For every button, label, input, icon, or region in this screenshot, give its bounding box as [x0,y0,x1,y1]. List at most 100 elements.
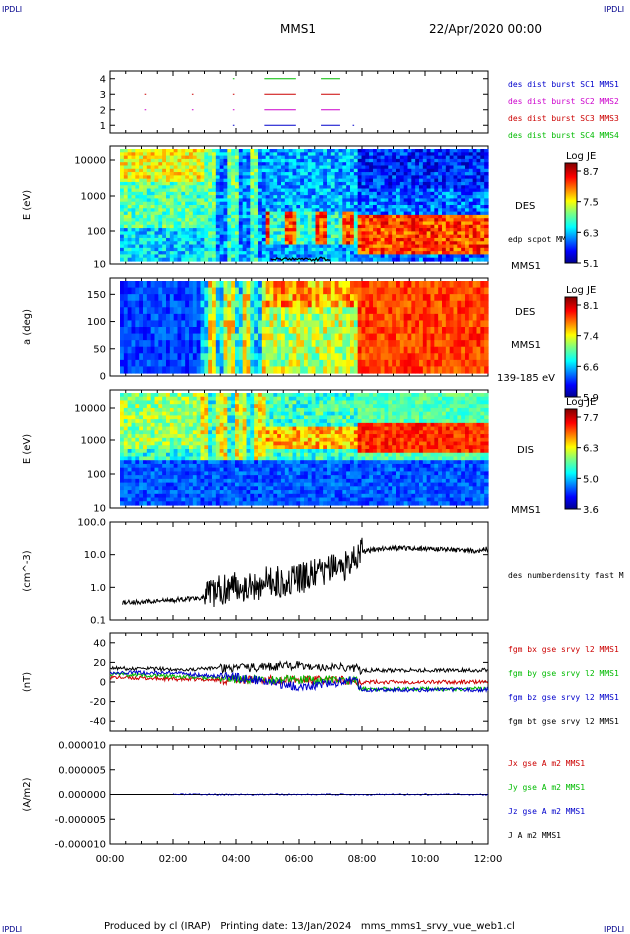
heatmap-cell [476,251,481,256]
heatmap-cell [396,237,401,242]
heatmap-cell [357,300,363,308]
heatmap-cell [238,208,244,213]
heatmap-cell [350,231,355,236]
heatmap-cell [350,178,355,183]
heatmap-cell [327,327,332,335]
heatmap-cell [288,165,294,170]
heatmap-cell [296,313,301,322]
heatmap-cell [468,149,474,153]
heatmap-cell [169,224,175,229]
heatmap-cell [422,333,428,341]
heatmap-cell [411,228,416,232]
heatmap-cell [277,287,282,295]
heatmap-cell [445,281,451,289]
heatmap-cell [284,247,290,252]
heatmap-cell [212,257,217,262]
heatmap-cell [192,172,198,176]
heatmap-cell [284,294,290,302]
heatmap-cell [338,320,343,328]
heatmap-cell [219,353,225,361]
heatmap-cell [258,149,263,153]
heatmap-cell [269,224,274,229]
heatmap-cell [284,234,290,239]
heatmap-cell [388,294,393,302]
heatmap-cell [120,287,125,295]
heatmap-cell [166,175,171,180]
heatmap-cell [177,195,182,200]
heatmap-cell [465,191,470,196]
heatmap-cell [143,224,148,229]
heatmap-cell [304,214,309,219]
heatmap-cell [185,346,190,354]
heatmap-cell [384,201,389,206]
spacecraft-title: MMS1 [280,22,316,36]
heatmap-cell [327,201,332,206]
heatmap-cell [384,221,389,226]
heatmap-cell [169,149,175,153]
heatmap-cell [162,185,167,190]
heatmap-cell [212,333,217,341]
heatmap-cell [120,168,125,173]
heatmap-cell [323,152,328,157]
heatmap-cell [189,165,194,170]
heatmap-cell [223,211,228,216]
heatmap-cell [327,231,332,236]
heatmap-cell [246,237,251,242]
heatmap-cell [281,333,286,341]
heatmap-cell [265,218,271,223]
heatmap-cell [185,178,190,183]
heatmap-cell [457,231,462,236]
heatmap-cell [373,188,378,193]
heatmap-cell [166,205,171,209]
heatmap-cell [296,353,301,361]
heatmap-cell [315,155,320,160]
heatmap-cell [484,228,489,232]
heatmap-cell [426,346,432,354]
heatmap-cell [143,327,148,335]
heatmap-cell [353,208,359,213]
heatmap-cell [189,178,194,183]
heatmap-cell [227,247,232,252]
heatmap-cell [445,162,451,167]
heatmap-cell [200,185,205,190]
heatmap-cell [261,165,267,170]
heatmap-cell [449,224,455,229]
heatmap-cell [166,155,171,160]
heatmap-cell [150,191,156,196]
heatmap-cell [480,162,485,167]
heatmap-cell [407,294,412,302]
heatmap-cell [223,149,228,153]
heatmap-cell [238,175,244,180]
heatmap-cell [399,208,405,213]
heatmap-cell [342,224,347,229]
heatmap-cell [123,313,129,322]
heatmap-cell [292,205,297,209]
heatmap-cell [173,307,179,315]
heatmap-cell [139,237,144,242]
heatmap-cell [162,359,167,368]
heatmap-cell [219,208,225,213]
heatmap-cell [269,211,274,216]
heatmap-cell [254,307,259,315]
heatmap-cell [258,195,263,200]
heatmap-cell [223,214,228,219]
heatmap-cell [304,241,309,246]
heatmap-cell [254,181,259,186]
heatmap-cell [166,320,171,328]
heatmap-cell [223,201,228,206]
heatmap-cell [296,228,301,232]
heatmap-cell [135,231,140,236]
heatmap-cell [204,208,209,213]
heatmap-cell [350,228,355,232]
heatmap-cell [380,237,386,242]
heatmap-cell [415,168,420,173]
heatmap-cell [376,294,382,302]
heatmap-cell [350,168,355,173]
heatmap-cell [273,178,278,183]
heatmap-cell [388,241,393,246]
heatmap-cell [281,162,286,167]
heatmap-cell [185,244,190,249]
heatmap-cell [143,172,148,176]
heatmap-cell [169,294,175,302]
heatmap-cell [334,152,340,157]
